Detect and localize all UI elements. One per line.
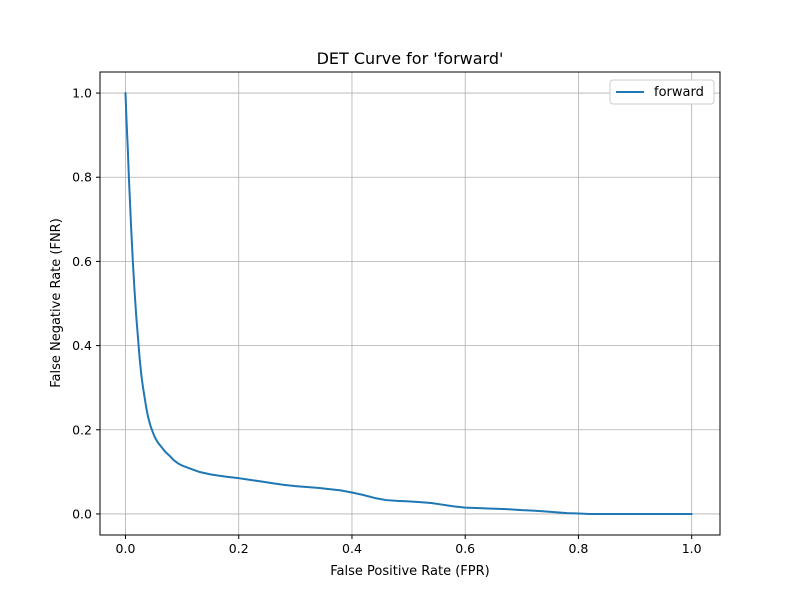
series-line-forward xyxy=(124,92,693,515)
y-tick-label: 0.4 xyxy=(72,338,92,353)
y-tick-label: 0.8 xyxy=(72,170,92,185)
chart-title: DET Curve for 'forward' xyxy=(317,49,504,68)
plot-frame xyxy=(99,71,721,536)
axis-ticks: 0.0 0.2 0.4 0.6 0.8 1.0 0.0 0.2 0.4 0.6 0.8 1.0 xyxy=(72,86,702,556)
y-tick-label: 0.0 xyxy=(72,506,92,521)
x-tick-label: 0.4 xyxy=(342,541,362,556)
series-layer xyxy=(124,92,693,515)
y-tick-label: 1.0 xyxy=(72,86,92,101)
grid-lines xyxy=(100,72,720,535)
x-tick-label: 0.8 xyxy=(569,541,589,556)
y-tick-label: 0.6 xyxy=(72,254,92,269)
legend-box xyxy=(609,79,715,105)
legend: forward xyxy=(609,79,715,105)
legend-label-forward: forward xyxy=(654,85,704,100)
y-axis-label: False Negative Rate (FNR) xyxy=(49,218,64,388)
x-tick-label: 0.2 xyxy=(229,541,249,556)
x-axis-label: False Positive Rate (FPR) xyxy=(330,564,489,579)
x-tick-label: 0.6 xyxy=(455,541,475,556)
plot-area xyxy=(100,72,720,535)
x-tick-label: 1.0 xyxy=(682,541,702,556)
y-tick-label: 0.2 xyxy=(72,422,92,437)
x-tick-label: 0.0 xyxy=(116,541,136,556)
